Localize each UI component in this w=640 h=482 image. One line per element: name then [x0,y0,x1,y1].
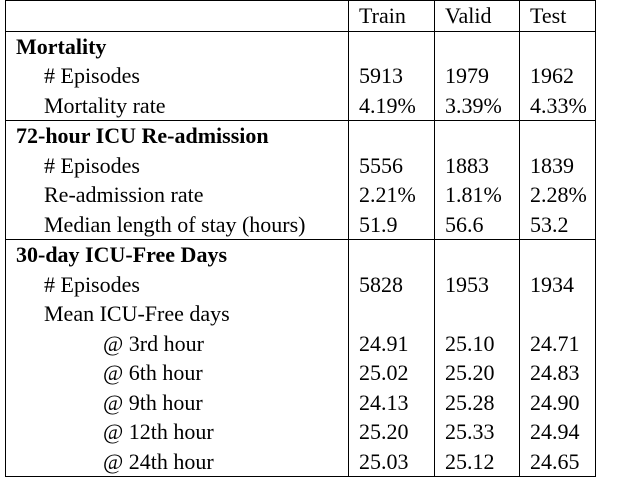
valid-value: 25.28 [434,387,520,417]
test-value: 4.33% [519,90,596,121]
train-value: 25.20 [348,417,435,447]
empty-cell [434,120,520,151]
test-value: 24.71 [519,328,596,358]
row-label: # Episodes [5,269,349,299]
empty-cell [348,239,435,270]
section-header-icu-free-days: 30-day ICU-Free Days [5,239,596,270]
test-value: 24.83 [519,358,596,388]
valid-value: 25.12 [434,446,520,477]
row-label: # Episodes [5,61,349,91]
row-label: @ 9th hour [5,387,349,417]
empty-cell [434,239,520,270]
section-title: 30-day ICU-Free Days [5,239,349,270]
valid-value: 1979 [434,61,520,91]
section-header-mortality: Mortality [5,30,596,61]
table-row: @ 3rd hour 24.91 25.10 24.71 [5,328,596,358]
header-row: Train Valid Test [5,0,596,32]
table-row: # Episodes 5828 1953 1934 [5,269,596,299]
test-value: 2.28% [519,180,596,210]
table-row: Re-admission rate 2.21% 1.81% 2.28% [5,180,596,210]
table-row: @ 6th hour 25.02 25.20 24.83 [5,358,596,388]
empty-cell [519,120,596,151]
row-label: Mortality rate [5,90,349,121]
empty-cell [348,30,435,61]
test-value: 1934 [519,269,596,299]
section-title: 72-hour ICU Re-admission [5,120,349,151]
valid-value: 1953 [434,269,520,299]
test-value: 24.90 [519,387,596,417]
table-row: @ 9th hour 24.13 25.28 24.90 [5,387,596,417]
header-cell-test: Test [519,0,596,32]
empty-cell [519,30,596,61]
table-row: @ 24th hour 25.03 25.12 24.65 [5,446,596,477]
valid-value: 25.33 [434,417,520,447]
train-value: 25.02 [348,358,435,388]
train-value: 4.19% [348,90,435,121]
row-label: @ 12th hour [5,417,349,447]
test-value: 24.65 [519,446,596,477]
row-label: Mean ICU-Free days [5,299,349,329]
row-label: @ 24th hour [5,446,349,477]
train-value: 24.91 [348,328,435,358]
table-row: @ 12th hour 25.20 25.33 24.94 [5,417,596,447]
section-header-readmission: 72-hour ICU Re-admission [5,120,596,151]
valid-value: 1883 [434,150,520,180]
valid-value: 25.10 [434,328,520,358]
train-value: 25.03 [348,446,435,477]
train-value [348,299,435,329]
valid-value: 1.81% [434,180,520,210]
dataset-statistics-table: Train Valid Test Mortality # Episodes 59… [5,0,596,477]
valid-value: 56.6 [434,209,520,240]
table-row: # Episodes 5913 1979 1962 [5,61,596,91]
row-label: Median length of stay (hours) [5,209,349,240]
valid-value [434,299,520,329]
test-value: 53.2 [519,209,596,240]
table-row: # Episodes 5556 1883 1839 [5,150,596,180]
header-cell-valid: Valid [434,0,520,32]
empty-cell [434,30,520,61]
table-row: Mean ICU-Free days [5,299,596,329]
header-cell-train: Train [348,0,435,32]
test-value: 24.94 [519,417,596,447]
empty-cell [348,120,435,151]
test-value: 1962 [519,61,596,91]
row-label: # Episodes [5,150,349,180]
train-value: 5556 [348,150,435,180]
table-row: Median length of stay (hours) 51.9 56.6 … [5,209,596,240]
train-value: 5913 [348,61,435,91]
empty-cell [519,239,596,270]
test-value: 1839 [519,150,596,180]
header-cell-empty [5,0,349,32]
train-value: 5828 [348,269,435,299]
train-value: 24.13 [348,387,435,417]
row-label: @ 6th hour [5,358,349,388]
valid-value: 3.39% [434,90,520,121]
train-value: 51.9 [348,209,435,240]
row-label: @ 3rd hour [5,328,349,358]
train-value: 2.21% [348,180,435,210]
test-value [519,299,596,329]
row-label: Re-admission rate [5,180,349,210]
table-row: Mortality rate 4.19% 3.39% 4.33% [5,90,596,121]
section-title: Mortality [5,30,349,61]
valid-value: 25.20 [434,358,520,388]
